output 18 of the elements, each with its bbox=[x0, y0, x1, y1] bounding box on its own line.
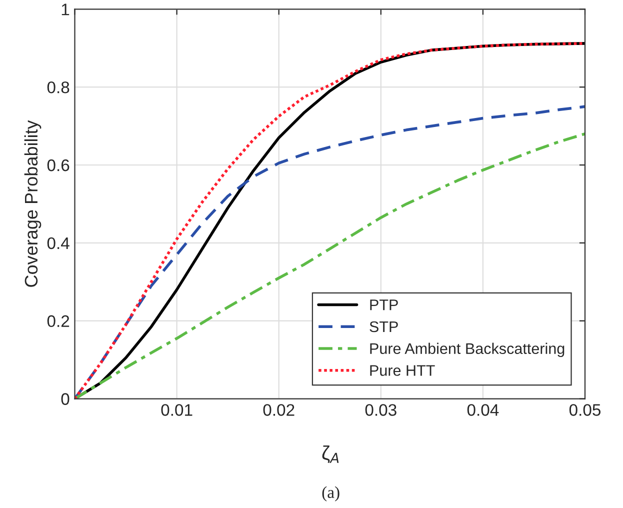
y-tick-label: 0.6 bbox=[47, 159, 70, 172]
y-tick-label: 0 bbox=[61, 393, 70, 405]
y-axis-title: Coverage Probability bbox=[24, 120, 42, 287]
y-tick-label: 0.4 bbox=[47, 237, 70, 250]
y-tick-label: 0.8 bbox=[47, 81, 70, 94]
legend-label: PTP bbox=[370, 300, 398, 310]
x-tick-label: 0.04 bbox=[467, 404, 499, 416]
text: (a) bbox=[322, 486, 340, 502]
legend-label: Pure HTT bbox=[370, 365, 435, 376]
x-tick-label: 0.02 bbox=[263, 404, 294, 416]
y-tick-label: 0.2 bbox=[47, 315, 70, 328]
x-tick-label: 0.05 bbox=[569, 404, 601, 416]
x-tick-label: 0.01 bbox=[161, 404, 192, 416]
x-tick-label: 0.03 bbox=[365, 404, 396, 416]
legend-label: STP bbox=[370, 321, 398, 332]
x-axis-title: ζ$_{A}$ bbox=[322, 446, 339, 463]
y-tick-label: 1 bbox=[62, 4, 70, 16]
legend-label: Pure Ambient Backscattering bbox=[370, 342, 564, 358]
